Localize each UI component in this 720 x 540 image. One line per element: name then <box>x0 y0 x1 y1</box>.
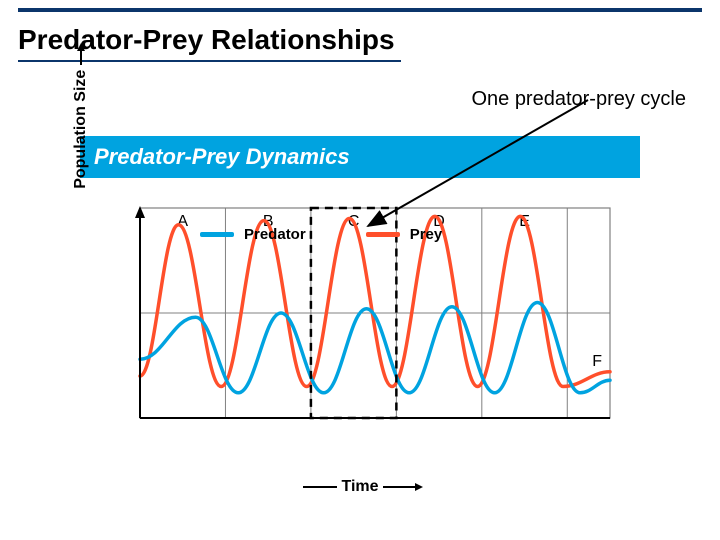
x-axis-label: Time <box>80 478 640 496</box>
chart-area: Predator Prey ABCDEF Population Size Tim… <box>80 178 640 496</box>
x-axis-arrow-right-icon <box>383 481 423 493</box>
legend-swatch-prey <box>366 232 400 237</box>
figure-banner: Predator-Prey Dynamics <box>80 136 640 178</box>
predator-prey-figure: Predator-Prey Dynamics Predator Prey ABC… <box>80 136 640 496</box>
x-axis-arrow-left-icon <box>297 481 337 493</box>
legend-swatch-predator <box>200 232 234 237</box>
population-chart: ABCDEF <box>80 178 640 468</box>
svg-text:F: F <box>592 353 602 370</box>
y-axis-label: Population Size <box>72 16 96 216</box>
cycle-callout-text: One predator-prey cycle <box>471 88 686 111</box>
chart-legend: Predator Prey <box>200 226 442 243</box>
top-divider <box>18 8 702 12</box>
y-axis-arrow-icon <box>75 43 87 65</box>
legend-label-predator: Predator <box>244 226 306 243</box>
legend-label-prey: Prey <box>410 226 443 243</box>
